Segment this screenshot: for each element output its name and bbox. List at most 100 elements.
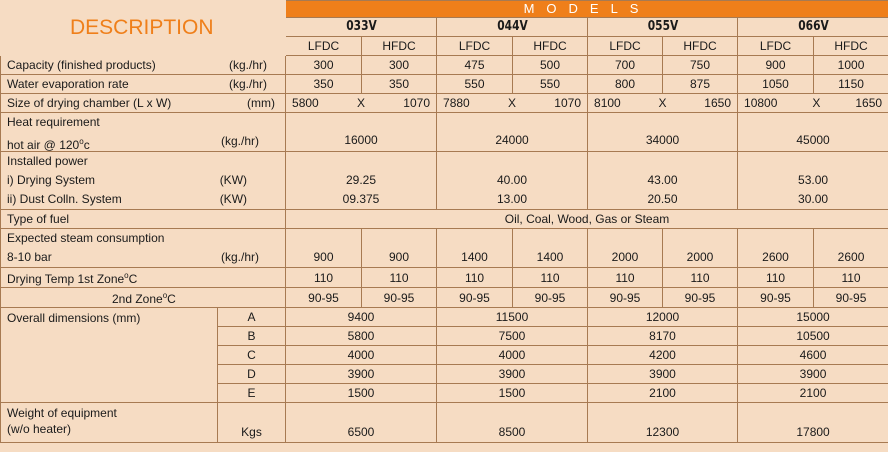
dimension-row: Overall dimensions (mm) A 9400 11500 120… [0,307,888,403]
weight-unit: Kgs [216,402,287,443]
value-cell: 110 [813,267,888,288]
dimension-row: D 3900 3900 3900 3900 [1,364,888,384]
value-cell: 8170 [587,326,739,346]
value-cell: 2600 [737,228,815,268]
value-cell: 1050 [737,74,815,94]
subheader-cell: LFDC [285,36,363,56]
chamber-length: 8100 [594,96,621,110]
capacity-label: Capacity (finished products) [7,58,156,72]
chamber-length: 7880 [443,96,470,110]
value-cell: 17800 [737,402,888,443]
capacity-unit: (kg./hr) [229,58,268,72]
heat-unit: (kg./hr) [221,134,260,148]
value-cell: 45000 [737,112,888,152]
value-cell: 2600 [813,228,888,268]
installed-power-row: Installed power i) Drying System (KW) ii)… [0,151,888,210]
dimension-key: A [216,307,287,327]
installed-power-label: Installed power [7,154,88,168]
subheader-cell: HFDC [813,36,888,56]
value-cell: 12300 [587,402,739,443]
value-cell: 110 [587,267,664,288]
chamber-x: X [357,96,366,110]
model-055v: 055V [600,17,725,37]
value-cell: 15000 [737,307,888,327]
value-cell: 10500 [737,326,888,346]
value-cell: 550 [512,74,589,94]
model-044v: 044V [449,17,575,37]
power-cell: 43.00 20.50 [587,151,739,210]
value-cell: 300 [361,55,438,75]
value-cell: 350 [361,74,438,94]
value-cell: 1400 [436,228,514,268]
value-cell: 4200 [587,345,739,365]
dimensions-label: Overall dimensions (mm) [0,307,218,403]
value-cell: 2100 [737,383,888,403]
value-cell: 90-95 [436,287,514,308]
value-cell: 3900 [737,364,888,384]
power-cell: 40.00 13.00 [436,151,589,210]
steam-unit: (kg./hr) [221,250,260,264]
temp-zone1-label: Drying Temp 1st ZoneoC [0,267,287,288]
chamber-size-cell: 7880 X 1070 [436,93,589,113]
weight-row: Weight of equipment (w/o heater) Kgs 650… [0,402,888,443]
value-cell: 350 [285,74,363,94]
value-cell: 900 [361,228,438,268]
value-cell: 90-95 [512,287,589,308]
heat-requirement-label: Heat requirement [7,115,100,129]
value-cell: 1500 [285,383,438,403]
value-cell: 90-95 [813,287,888,308]
chamber-width: 1070 [403,96,430,110]
chamber-x: X [812,96,821,110]
steam-consumption-row: Expected steam consumption 8-10 bar (kg./… [0,228,888,268]
heat-requirement-row: Heat requirement hot air @ 120oc (kg./hr)… [0,112,888,152]
weight-label: Weight of equipment [7,406,117,420]
value-cell: 1150 [813,74,888,94]
value-cell: 875 [662,74,739,94]
value-cell: 1400 [512,228,589,268]
value-cell: 1500 [436,383,589,403]
steam-label: Expected steam consumption [7,231,165,245]
value-cell: 3900 [285,364,438,384]
subheader-cell: LFDC [587,36,664,56]
chamber-length: 10800 [744,96,778,110]
drying-system-label: i) Drying System [7,173,96,187]
drying-system-unit: (KW) [219,173,248,187]
value-cell: 6500 [285,402,438,443]
power-cell: 29.25 09.375 [285,151,438,210]
temp-zone2-row: 2nd ZoneoC 90-95 90-95 90-95 90-95 90-95… [0,287,888,308]
heat-hot-air-label: hot air @ 120oc [7,137,90,152]
value-cell: 110 [285,267,363,288]
water-evaporation-unit: (kg./hr) [229,77,268,91]
value-cell: 11500 [436,307,589,327]
value-cell: 90-95 [737,287,815,308]
chamber-length: 5800 [292,96,319,110]
value-cell: 550 [436,74,514,94]
dust-system-unit: (KW) [219,192,248,206]
value-cell: 700 [587,55,664,75]
temp-zone2-label: 2nd ZoneoC [0,287,287,308]
value-cell: 5800 [285,326,438,346]
value-cell: 3900 [587,364,739,384]
capacity-label-cell: Capacity (finished products) (kg./hr) [0,55,287,75]
water-evaporation-row: Water evaporation rate (kg./hr) 350 350 5… [0,74,888,94]
weight-label-cell: Weight of equipment (w/o heater) [0,402,218,443]
value-cell: 110 [512,267,589,288]
value-cell: 2000 [587,228,664,268]
subheader-cell: HFDC [662,36,739,56]
fuel-label: Type of fuel [0,209,287,229]
value-cell: 800 [587,74,664,94]
value-cell: 750 [662,55,739,75]
value-cell: 900 [737,55,815,75]
value-cell: 1000 [813,55,888,75]
value-cell: 7500 [436,326,589,346]
dimension-key: E [216,383,287,403]
capacity-row: Capacity (finished products) (kg./hr) 300… [0,55,888,75]
value-cell: 4000 [285,345,438,365]
value-cell: 4000 [436,345,589,365]
chamber-size-row: Size of drying chamber (L x W) (mm) 5800 X… [0,93,888,113]
weight-sublabel: (w/o heater) [7,422,72,436]
steam-pressure-label: 8-10 bar [7,250,52,264]
subheader-cell: HFDC [361,36,438,56]
value-cell: 110 [737,267,815,288]
